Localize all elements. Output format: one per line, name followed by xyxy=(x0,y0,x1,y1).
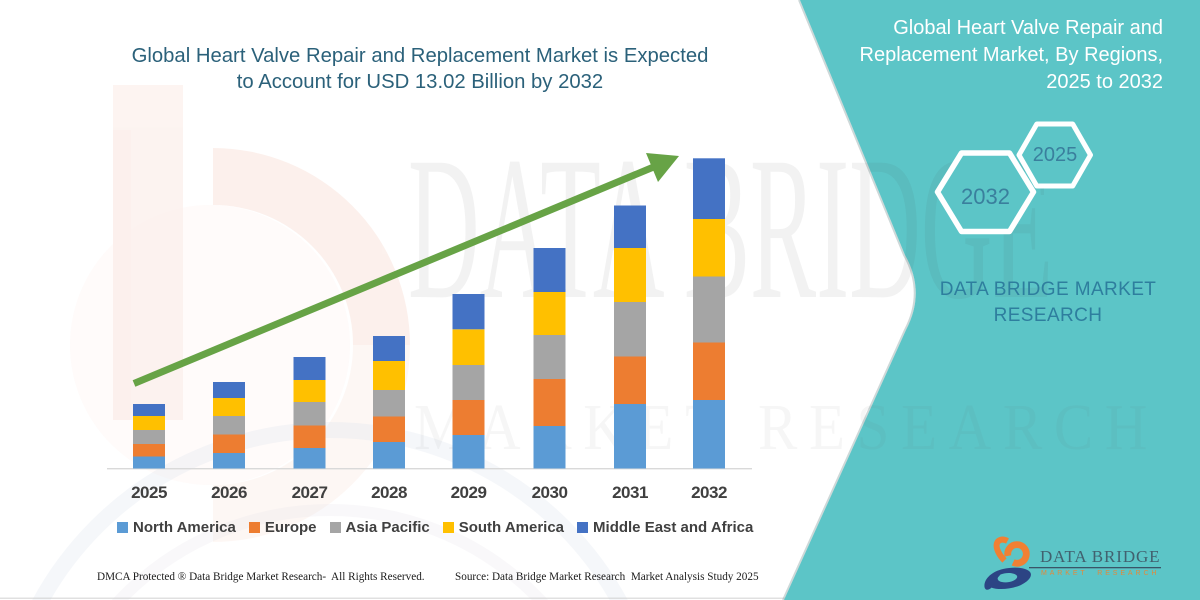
svg-text:DATA BRIDGE: DATA BRIDGE xyxy=(408,115,1053,342)
svg-text:MARKET RESEARCH: MARKET RESEARCH xyxy=(414,391,1159,464)
